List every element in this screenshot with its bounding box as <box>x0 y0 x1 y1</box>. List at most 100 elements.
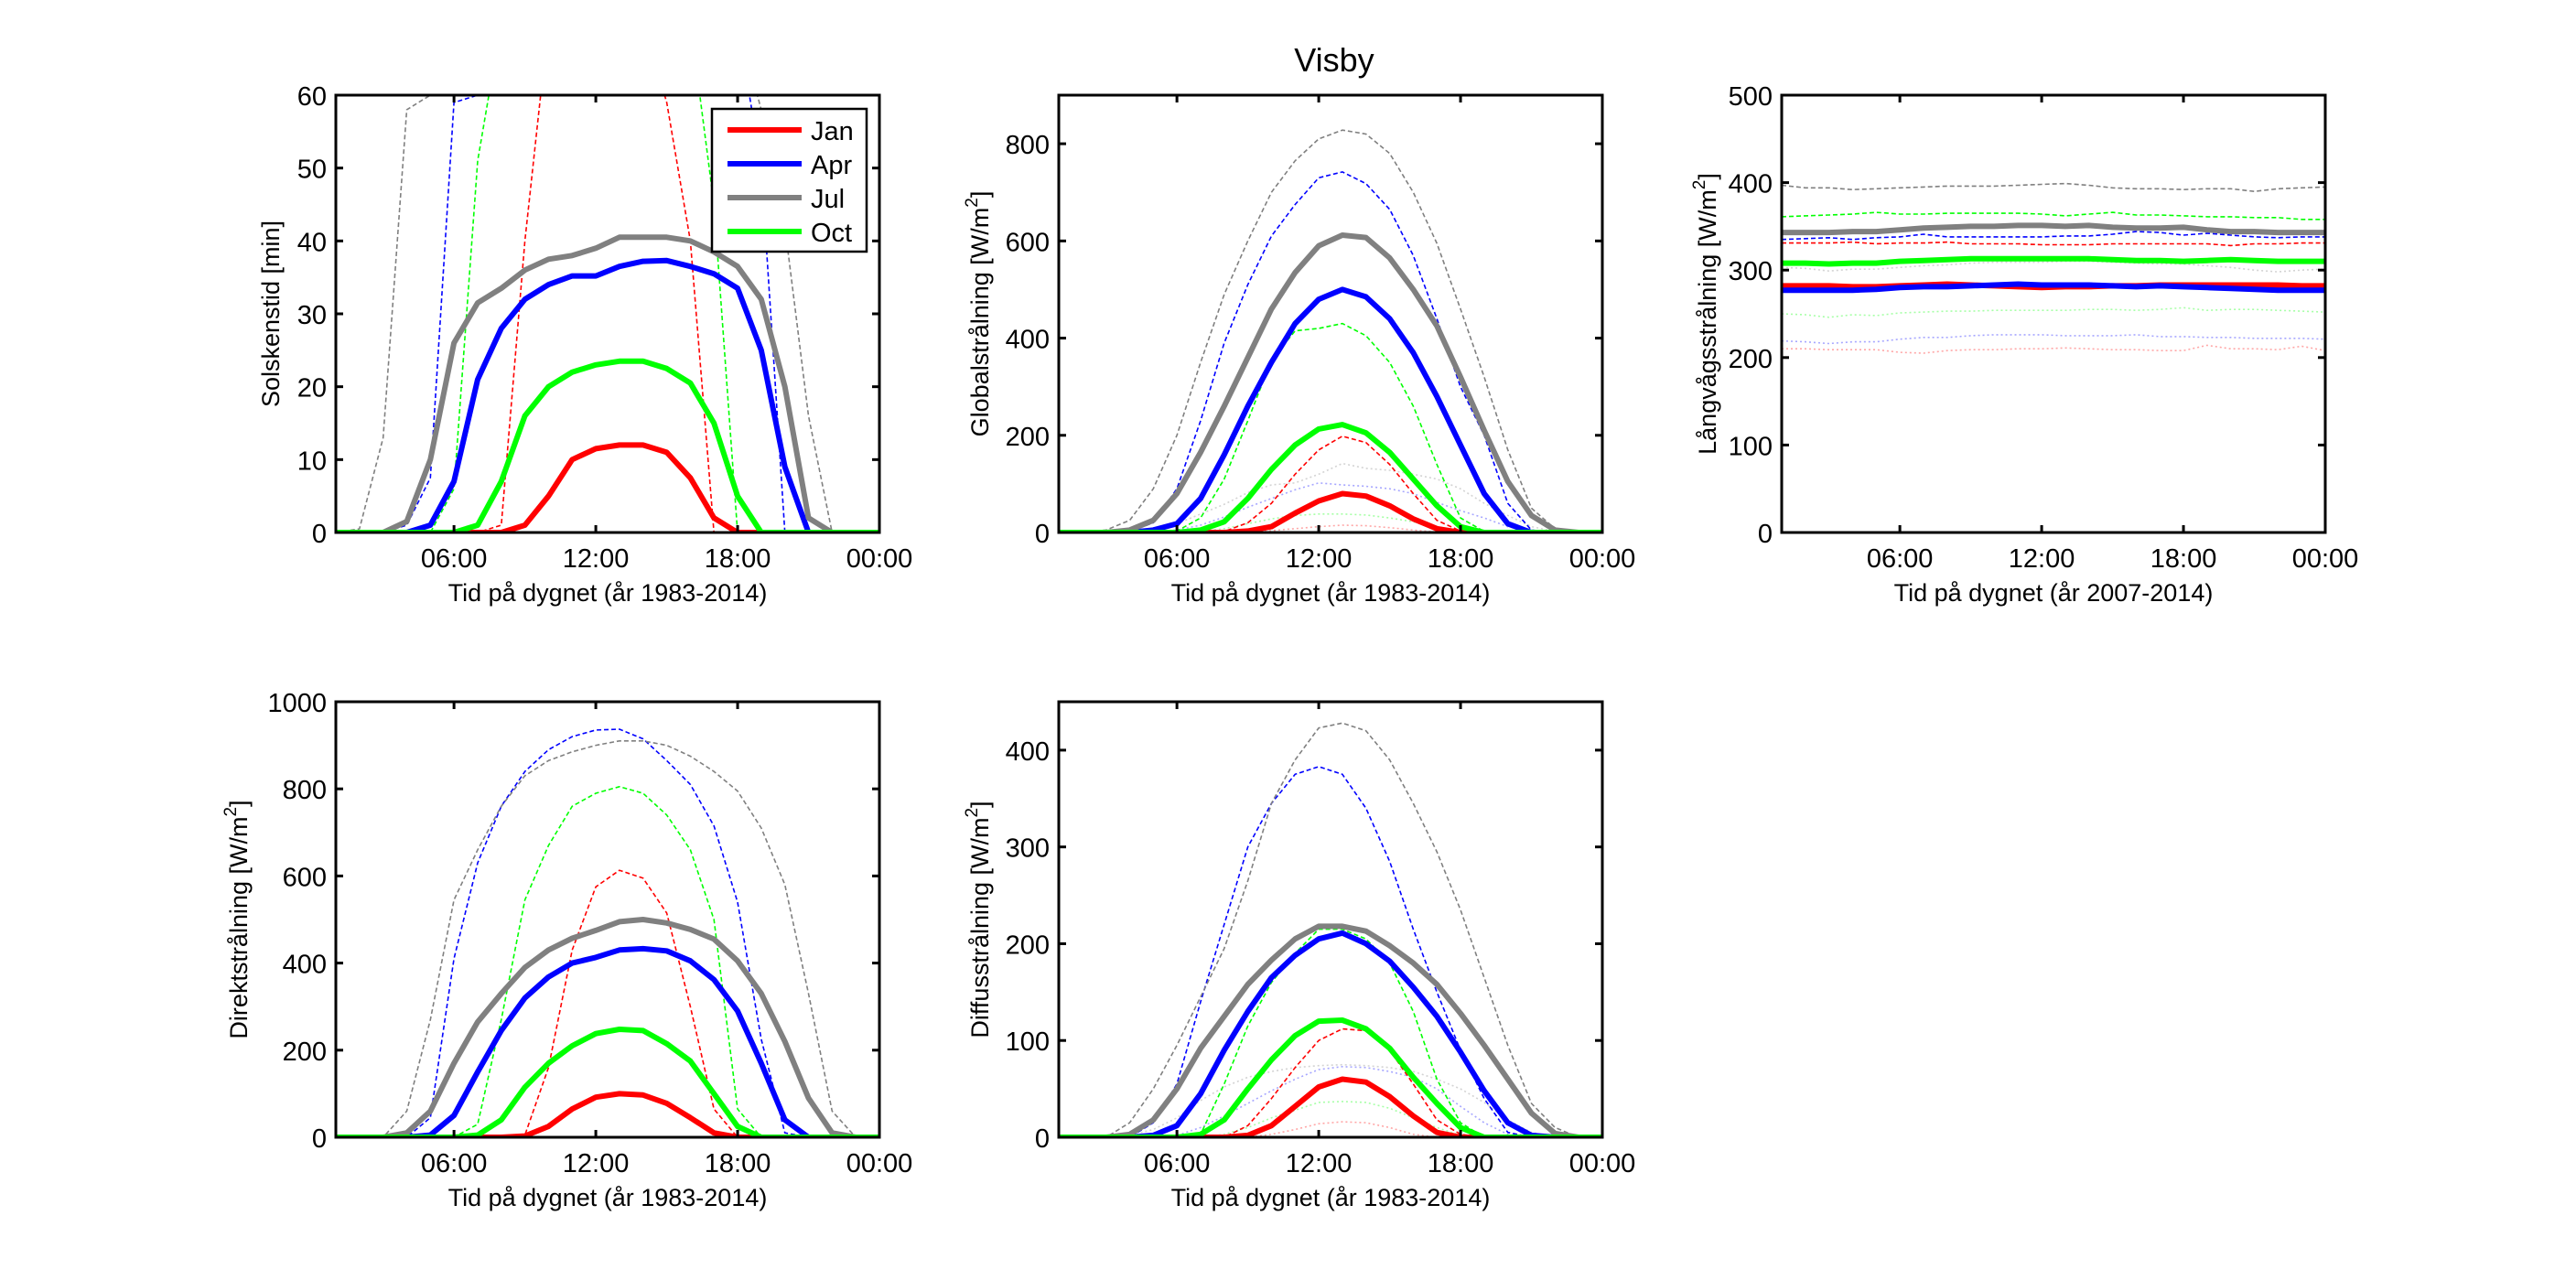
y-tick-label: 800 <box>283 776 327 805</box>
y-axis-label: Långvågsstrålning [W/m2] <box>1690 173 1721 455</box>
y-tick-label: 200 <box>1006 423 1050 452</box>
axes-box <box>334 700 881 1139</box>
x-tick-label: 12:00 <box>563 1149 630 1178</box>
series-group <box>1059 722 1602 1137</box>
series-jul-lower <box>1782 260 2325 273</box>
legend-label-apr: Apr <box>811 151 852 180</box>
x-tick-label: 00:00 <box>1569 544 1636 574</box>
panel-direktstralning: 06:00 12:00 18:00 00:00 0 200 400 600 800 1000 Tid… <box>221 689 912 1211</box>
y-tick-label: 10 <box>297 446 327 476</box>
series-jan-mean <box>1059 490 1602 532</box>
x-tick-label: 06:00 <box>1144 1149 1211 1178</box>
x-tick-label: 00:00 <box>2292 544 2359 574</box>
y-tick-label: 400 <box>283 951 327 980</box>
axes-box <box>1057 700 1604 1139</box>
x-tick-label: 18:00 <box>1428 1149 1494 1178</box>
figure-title: Visby <box>1294 41 1374 79</box>
y-tick-label: 40 <box>297 228 327 257</box>
x-axis-label: Tid på dygnet (år 1983-2014) <box>448 1184 768 1211</box>
x-tick-label: 18:00 <box>705 544 771 574</box>
y-tick-label: 500 <box>1729 82 1773 112</box>
y-tick-label: 0 <box>312 520 327 549</box>
x-axis-label: Tid på dygnet (år 1983-2014) <box>1171 579 1491 607</box>
series-apr-lower <box>1782 334 2325 345</box>
y-axis-label: Direktstrålning [W/m2] <box>221 800 253 1038</box>
panel-solskenstid: 06:00 12:00 18:00 00:00 0 10 20 30 40 50 60 Tid på … <box>257 82 913 607</box>
panel-globalstralning: 06:00 12:00 18:00 00:00 0 200 400 600 800 Tid på … <box>963 93 1636 607</box>
series-group <box>1782 182 2325 354</box>
x-axis-label: Tid på dygnet (år 1983-2014) <box>1171 1184 1491 1211</box>
series-jan-upper <box>336 869 879 1137</box>
x-axis-label: Tid på dygnet (år 2007-2014) <box>1894 579 2214 607</box>
y-tick-label: 60 <box>297 82 327 112</box>
series-apr-upper <box>336 728 879 1137</box>
series-jul-upper <box>1059 129 1602 532</box>
y-tick-label: 300 <box>1729 257 1773 286</box>
y-tick-label: 0 <box>1035 520 1050 549</box>
series-jul-upper <box>1782 182 2325 192</box>
plot-area <box>1059 95 1602 532</box>
legend-label-jan: Jan <box>811 117 854 146</box>
axes-box <box>1780 93 2327 534</box>
series-oct-mean <box>336 358 879 532</box>
series-oct-mean <box>336 1027 879 1137</box>
series-oct-mean <box>1059 422 1602 532</box>
x-tick-label: 00:00 <box>846 1149 913 1178</box>
y-tick-label: 300 <box>1006 834 1050 864</box>
y-tick-label: 0 <box>1758 520 1773 549</box>
legend-label-jul: Jul <box>811 185 845 214</box>
series-oct-mean <box>1059 1017 1602 1137</box>
y-tick-label: 800 <box>1006 131 1050 160</box>
y-tick-label: 50 <box>297 156 327 185</box>
x-tick-label: 06:00 <box>421 544 488 574</box>
y-tick-label: 400 <box>1006 326 1050 355</box>
y-tick-label: 400 <box>1729 170 1773 199</box>
series-jan-mean <box>336 442 879 532</box>
y-tick-label: 200 <box>1729 345 1773 374</box>
series-jan-upper <box>1059 1027 1602 1137</box>
plot-area <box>1782 95 2325 532</box>
series-jul-mean <box>1782 222 2325 236</box>
series-jul-lower <box>1059 462 1602 532</box>
series-group <box>1059 129 1602 532</box>
y-tick-label: 0 <box>312 1124 327 1154</box>
y-tick-label: 100 <box>1006 1027 1050 1057</box>
x-tick-label: 12:00 <box>2009 544 2075 574</box>
y-axis-label: Globalstrålning [W/m2] <box>963 191 994 437</box>
y-tick-label: 200 <box>1006 930 1050 960</box>
series-jul-upper <box>1059 722 1602 1137</box>
series-jul-upper <box>336 739 879 1137</box>
plot-area <box>1059 702 1602 1137</box>
y-tick-label: 0 <box>1035 1124 1050 1154</box>
series-jul-mean <box>336 917 879 1137</box>
series-oct-lower <box>1782 307 2325 318</box>
series-oct-upper <box>1782 211 2325 221</box>
x-tick-label: 00:00 <box>846 544 913 574</box>
series-group <box>336 728 879 1137</box>
x-tick-label: 18:00 <box>2150 544 2217 574</box>
x-tick-label: 12:00 <box>1286 544 1353 574</box>
y-tick-label: 100 <box>1729 432 1773 461</box>
series-jul-mean <box>1059 923 1602 1137</box>
x-tick-label: 18:00 <box>1428 544 1494 574</box>
series-apr-mean <box>336 257 879 532</box>
series-oct-mean <box>1782 255 2325 267</box>
y-tick-label: 30 <box>297 301 327 330</box>
series-apr-mean <box>1782 281 2325 294</box>
series-jan-lower <box>1782 344 2325 354</box>
y-axis-label: Solskenstid [min] <box>257 221 285 407</box>
x-tick-label: 12:00 <box>563 544 630 574</box>
series-jan-mean <box>1059 1076 1602 1137</box>
legend-label-oct: Oct <box>811 219 852 248</box>
y-axis-label: Diffusstrålning [W/m2] <box>963 801 994 1038</box>
x-tick-label: 06:00 <box>1867 544 1934 574</box>
y-tick-label: 400 <box>1006 737 1050 767</box>
x-tick-label: 06:00 <box>421 1149 488 1178</box>
legend: Jan Apr Jul Oct <box>710 107 868 253</box>
series-jan-upper <box>1782 241 2325 247</box>
series-group <box>336 95 879 532</box>
y-tick-label: 200 <box>283 1038 327 1067</box>
panel-diffusstralning: 06:00 12:00 18:00 00:00 0 100 200 300 400 Tid på … <box>963 700 1635 1211</box>
x-tick-label: 18:00 <box>705 1149 771 1178</box>
y-tick-label: 600 <box>283 863 327 892</box>
